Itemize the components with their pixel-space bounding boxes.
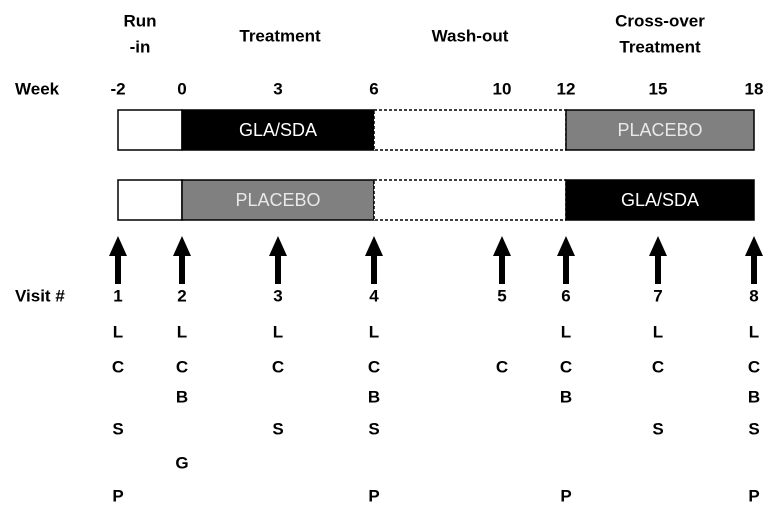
assessment-code: P [368,486,379,505]
week-tick: 3 [273,79,282,98]
assessment-code: C [272,357,284,376]
assessment-code: S [368,419,379,438]
week-tick: 0 [177,79,186,98]
assessment-code: C [748,357,760,376]
assessment-code: P [112,486,123,505]
assessment-code: C [176,357,188,376]
assessment-code: C [112,357,124,376]
assessment-code: L [177,322,187,341]
visit-number: 1 [113,286,122,305]
washout-segment [373,109,567,151]
assessment-code: L [273,322,283,341]
treatment-segment [181,109,375,151]
assessment-code: C [496,357,508,376]
phase-header: Treatment [619,37,701,56]
phase-header: -in [130,37,151,56]
treatment-label: GLA/SDA [239,120,317,140]
treatment-segment [181,179,375,221]
assessment-code: L [653,322,663,341]
crossover-segment [565,179,755,221]
visit-arrow-shaft [371,252,377,284]
visit-arrow-head [365,236,383,256]
run-in-segment [117,179,183,221]
assessment-code: S [652,419,663,438]
assessment-code: B [748,387,760,406]
assessment-code: B [368,387,380,406]
assessment-code: G [175,453,188,472]
assessment-code: C [652,357,664,376]
phase-header: Cross-over [615,11,705,30]
assessment-code: C [368,357,380,376]
assessment-code: L [749,322,759,341]
visit-label: Visit # [15,286,65,305]
visit-arrow-shaft [499,252,505,284]
assessment-code: C [560,357,572,376]
phase-header: Wash-out [432,26,509,45]
week-label: Week [15,79,60,98]
visit-number: 7 [653,286,662,305]
washout-segment [373,179,567,221]
visit-arrow-head [745,236,763,256]
assessment-code: L [369,322,379,341]
assessment-code: S [112,419,123,438]
visit-arrow-head [173,236,191,256]
visit-arrow-head [109,236,127,256]
visit-arrow-shaft [563,252,569,284]
visit-number: 4 [369,286,379,305]
week-tick: 12 [557,79,576,98]
visit-arrow-head [557,236,575,256]
crossover-label: GLA/SDA [621,190,699,210]
visit-arrow-shaft [179,252,185,284]
week-tick: 6 [369,79,378,98]
assessment-code: S [748,419,759,438]
week-tick: -2 [110,79,125,98]
week-tick: 10 [493,79,512,98]
week-tick: 18 [745,79,764,98]
assessment-code: B [176,387,188,406]
visit-number: 8 [749,286,758,305]
visit-arrow-shaft [751,252,757,284]
assessment-code: P [748,486,759,505]
assessment-code: L [561,322,571,341]
visit-arrow-head [269,236,287,256]
crossover-segment [565,109,755,151]
visit-number: 3 [273,286,282,305]
week-tick: 15 [649,79,668,98]
phase-header: Run [123,11,156,30]
run-in-segment [117,109,183,151]
assessment-code: B [560,387,572,406]
visit-number: 6 [561,286,570,305]
visit-arrow-shaft [275,252,281,284]
visit-arrow-head [493,236,511,256]
assessment-code: S [272,419,283,438]
visit-number: 2 [177,286,186,305]
treatment-label: PLACEBO [235,190,320,210]
visit-arrow-shaft [115,252,121,284]
assessment-code: L [113,322,123,341]
visit-arrow-head [649,236,667,256]
visit-arrow-shaft [655,252,661,284]
crossover-label: PLACEBO [617,120,702,140]
visit-number: 5 [497,286,506,305]
assessment-code: P [560,486,571,505]
phase-header: Treatment [239,26,321,45]
